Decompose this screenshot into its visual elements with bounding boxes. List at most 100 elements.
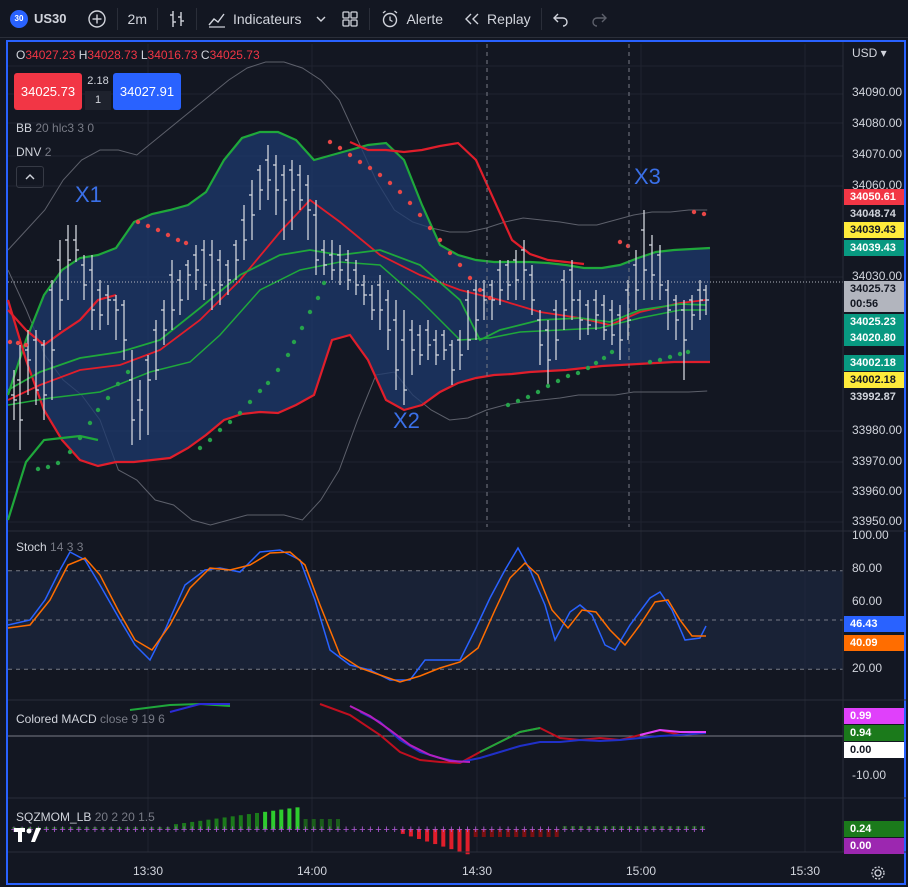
spread-value: 2.18 (87, 75, 109, 87)
sar-green-dot (601, 355, 607, 361)
indicators-chart-icon (208, 13, 225, 28)
interval-button[interactable]: 2m (118, 0, 157, 37)
indicators-button[interactable]: Indicateurs (197, 0, 311, 37)
sqz-bar (660, 826, 664, 829)
sqz-cross-mark: + (578, 824, 584, 836)
sar-green-dot (275, 367, 281, 373)
price-tick-label: 34080.00 (852, 116, 903, 130)
layout-templates-button[interactable] (331, 0, 369, 37)
sar-red-dot (165, 232, 171, 238)
dnv-name: DNV (16, 145, 42, 159)
sqz-bar (611, 826, 616, 829)
sqz-cross-mark: + (335, 824, 341, 836)
macd-indicator-label[interactable]: Colored MACD close 9 19 6 (16, 712, 165, 726)
sqz-cross-mark: + (246, 824, 252, 836)
sar-red-dot (367, 165, 373, 171)
parabolic-sar-dots (7, 139, 707, 472)
sqz-bar (263, 811, 268, 829)
sar-red-dot (397, 189, 403, 195)
sar-green-dot (667, 354, 673, 360)
sqz-bar (530, 829, 535, 837)
price-tag: 34039.43 (844, 222, 904, 238)
redo-button[interactable] (580, 0, 618, 37)
sqz-cross-mark: + (213, 824, 219, 836)
grid-icon (342, 10, 359, 27)
sar-green-dot (525, 394, 531, 400)
sqz-cross-mark: + (157, 824, 163, 836)
sar-green-dot (291, 339, 297, 345)
chart-container[interactable] (6, 40, 906, 885)
stoch-indicator-label[interactable]: Stoch 14 3 3 (16, 540, 83, 554)
replay-button[interactable]: Replay (453, 0, 541, 37)
bb-upper-line (6, 130, 711, 396)
sar-green-dot (237, 410, 243, 416)
sqz-indicator-label[interactable]: SQZMOM_LB 20 2 20 1.5 (16, 810, 155, 824)
sqz-bar (295, 807, 300, 829)
sqz-cross-mark: + (513, 824, 519, 836)
price-tag: 34025.23 (844, 314, 904, 330)
sqz-bar (141, 827, 146, 829)
currency-label[interactable]: USD ▾ (852, 46, 887, 60)
sqz-bar (311, 819, 316, 829)
sqz-bar (603, 826, 608, 829)
sqz-cross-mark: + (432, 824, 438, 836)
sqz-bar (651, 826, 656, 829)
sqz-cross-mark: + (602, 824, 608, 836)
sqz-cross-mark: + (505, 824, 511, 836)
macd-signal-seg (169, 703, 230, 713)
dnv-indicator-label[interactable]: DNV 2 (16, 145, 51, 159)
annotation-x3: X3 (634, 164, 661, 189)
symbol-search-button[interactable]: 30 US30 (0, 0, 77, 37)
sar-green-dot (227, 419, 233, 425)
indicators-dropdown-button[interactable] (311, 0, 331, 37)
sqz-cross-mark: + (440, 824, 446, 836)
sar-green-dot (207, 437, 213, 443)
vertical-markers (486, 44, 630, 527)
sqz-bar (538, 829, 543, 837)
sar-green-dot (77, 435, 83, 441)
sar-red-dot (617, 239, 623, 245)
sqz-cross-mark: + (294, 824, 300, 836)
price-tick-label: 33950.00 (852, 514, 903, 528)
macd-signal-purple-seg (349, 705, 471, 763)
sqz-cross-mark: + (67, 824, 73, 836)
sar-red-dot (7, 339, 13, 345)
sqz-cross-mark: + (367, 824, 373, 836)
alert-button[interactable]: Alerte (370, 0, 453, 37)
sqz-cross-mark: + (659, 824, 665, 836)
sqz-bar (441, 829, 446, 847)
ma-green-line-2 (7, 261, 706, 406)
alert-label: Alerte (406, 10, 444, 27)
sqz-bar (214, 818, 219, 829)
tradingview-logo[interactable] (14, 826, 44, 848)
sqz-bar (60, 827, 65, 829)
price-tag: 34025.73 (844, 281, 904, 297)
sqz-bar (182, 823, 187, 829)
sar-red-dot (417, 212, 423, 218)
sar-green-dot (593, 360, 599, 366)
dnv-upper-line (7, 61, 708, 251)
compare-add-button[interactable] (77, 0, 117, 37)
sell-button[interactable]: 34025.73 (14, 73, 82, 110)
chart-type-button[interactable] (158, 0, 196, 37)
undo-button[interactable] (542, 0, 580, 37)
sqz-cross-mark: + (424, 824, 430, 836)
buy-button[interactable]: 34027.91 (113, 73, 181, 110)
sqz-bar (68, 827, 73, 829)
sar-green-dot (321, 280, 327, 286)
sqz-bar (425, 829, 430, 842)
close-value: 34025.73 (209, 48, 260, 62)
sqz-cross-mark: + (521, 824, 527, 836)
sqz-bar (643, 826, 648, 829)
sqz-cross-mark: + (189, 824, 195, 836)
sar-green-dot (257, 388, 263, 394)
collapse-legend-button[interactable] (16, 166, 44, 188)
sqz-cross-mark: + (351, 824, 357, 836)
sar-green-dot (115, 381, 121, 387)
sqz-cross-mark: + (76, 824, 82, 836)
sqz-cross-mark: + (92, 824, 98, 836)
bb-indicator-label[interactable]: BB 20 hlc3 3 0 (16, 121, 94, 135)
chart-settings-button[interactable] (870, 865, 886, 884)
sqz-cross-mark: + (100, 824, 106, 836)
